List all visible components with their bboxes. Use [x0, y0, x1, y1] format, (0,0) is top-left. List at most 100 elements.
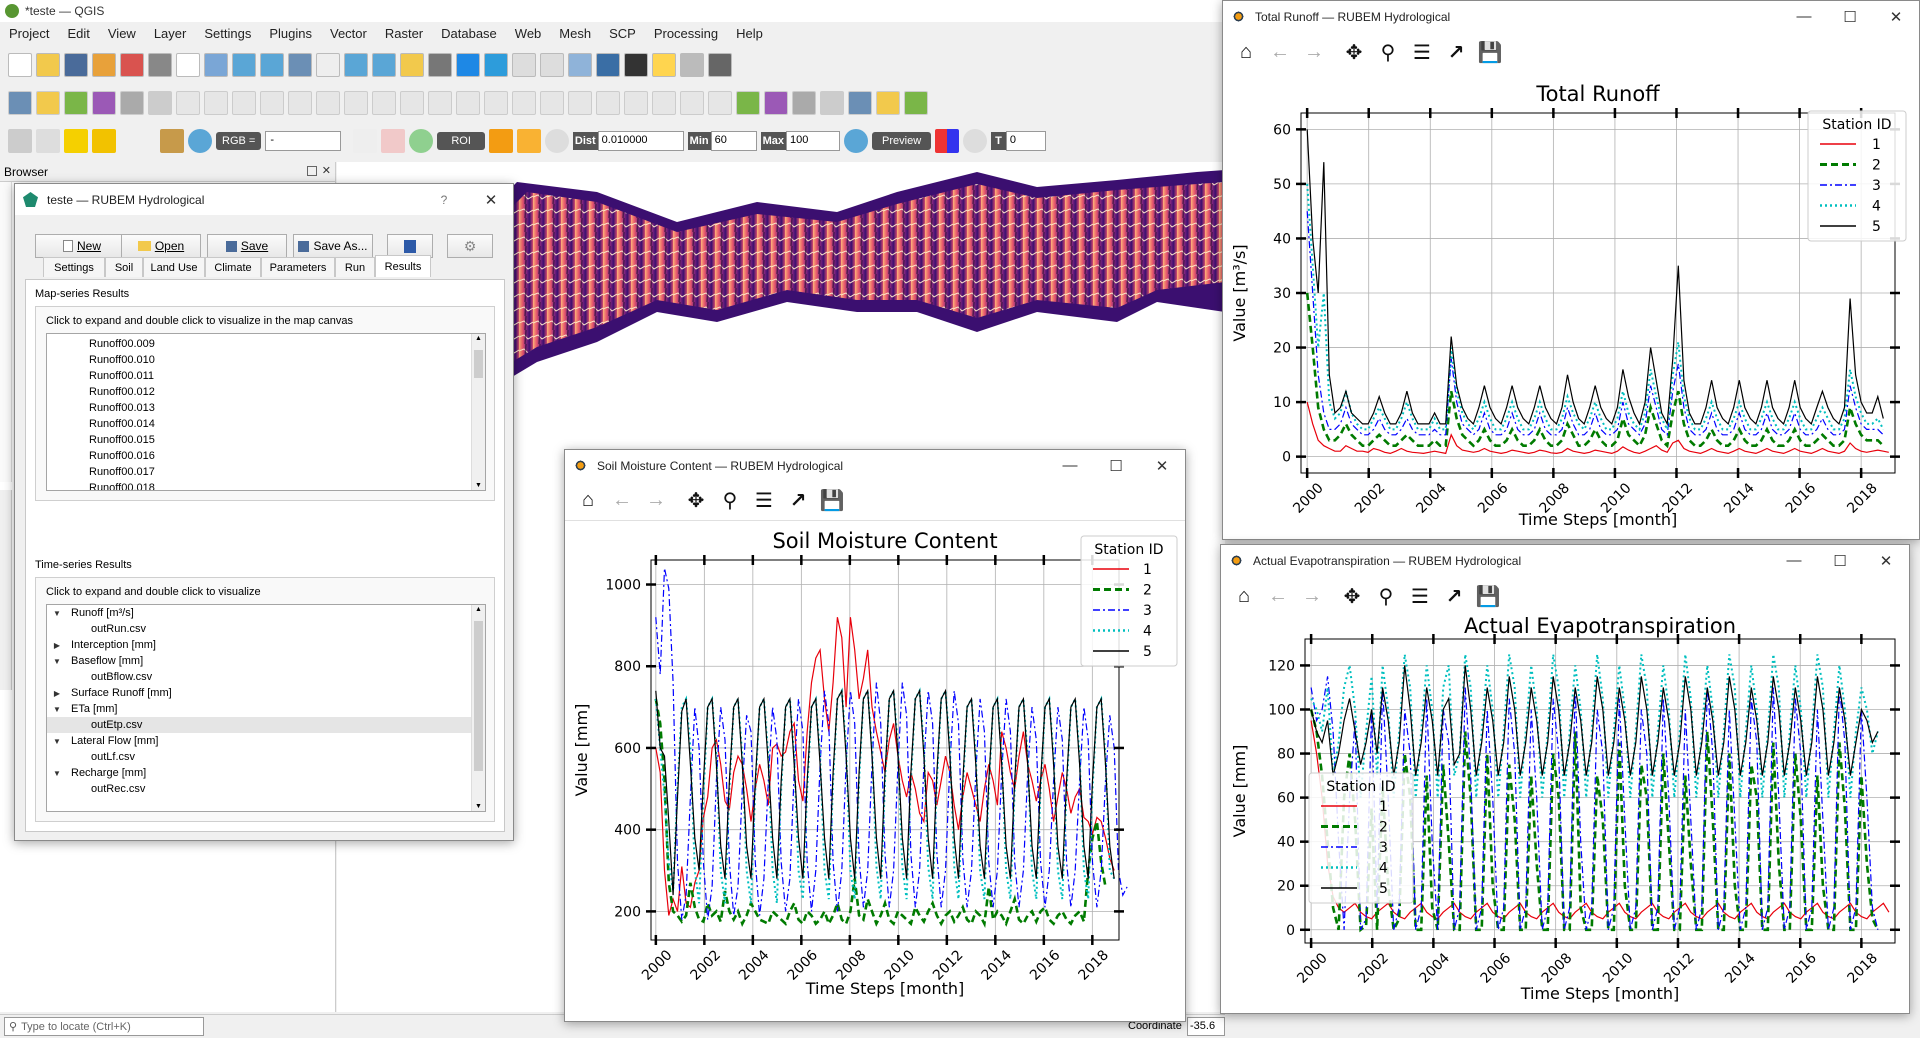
copy-icon[interactable] [344, 91, 368, 115]
show-bookmarks-icon[interactable] [428, 53, 452, 77]
annotation-icon[interactable] [652, 53, 676, 77]
new-bookmark-icon[interactable] [400, 53, 424, 77]
map-series-item[interactable]: Runoff00.017 [89, 466, 155, 478]
python-icon[interactable] [764, 91, 788, 115]
scroll-up-icon[interactable]: ▲ [475, 606, 482, 613]
scp-preview-zoom-icon[interactable] [844, 129, 869, 153]
pan-move-icon[interactable]: ✥ [687, 490, 705, 512]
save-figure-icon[interactable]: 💾 [1477, 41, 1503, 64]
browser-float-icon[interactable] [307, 166, 317, 176]
rubem-close-button[interactable]: ✕ [484, 191, 498, 209]
save-as-button[interactable]: Save As... [293, 234, 373, 258]
pan-icon[interactable] [176, 53, 200, 77]
pan-move-icon[interactable]: ✥ [1345, 41, 1363, 64]
menu-database[interactable]: Database [441, 25, 497, 41]
tab-climate[interactable]: Climate [205, 257, 261, 277]
map-series-item[interactable]: Runoff00.010 [89, 354, 155, 366]
map-series-item[interactable]: Runoff00.009 [89, 338, 155, 350]
print-layout-icon[interactable] [120, 53, 144, 77]
label-edit-icon[interactable] [708, 91, 732, 115]
label-show-icon[interactable] [680, 91, 704, 115]
eta-minimize-button[interactable]: — [1786, 552, 1802, 569]
time-series-file[interactable]: outBflow.csv [47, 669, 471, 685]
save-figure-icon[interactable]: 💾 [819, 490, 845, 512]
expand-down-icon[interactable]: ▼ [53, 609, 61, 618]
tab-settings[interactable]: Settings [43, 257, 105, 277]
new-project-icon[interactable] [8, 53, 32, 77]
time-series-category[interactable]: ▶ Surface Runoff [mm] [47, 685, 471, 701]
save-button[interactable]: Save [207, 234, 287, 258]
menu-mesh[interactable]: Mesh [559, 25, 592, 41]
map-series-item[interactable]: Runoff00.016 [89, 450, 155, 462]
menu-view[interactable]: View [107, 25, 136, 41]
edit-axis-icon[interactable]: ↗ [1447, 41, 1465, 64]
time-series-scrollbar[interactable]: ▲ ▼ [471, 605, 485, 811]
collapsed-right-icon[interactable]: ▶ [53, 641, 61, 650]
new-geopackage-icon[interactable] [36, 91, 60, 115]
soil-maximize-button[interactable]: ☐ [1109, 457, 1123, 475]
home-icon[interactable]: ⌂ [1239, 40, 1253, 63]
runoff-plot-canvas[interactable]: 2000 2002 2004 2006 2008 2010 2012 2014 2016 2018… [1223, 73, 1919, 539]
refresh-icon[interactable] [484, 53, 508, 77]
scp-zoom-roi-icon[interactable] [409, 129, 434, 153]
zoom-native-icon[interactable] [372, 53, 396, 77]
rubem-help-button[interactable]: ? [440, 192, 448, 207]
tab-results[interactable]: Results [375, 255, 431, 277]
map-series-item[interactable]: Runoff00.015 [89, 434, 155, 446]
home-icon[interactable]: ⌂ [1237, 584, 1251, 607]
tab-parameters[interactable]: Parameters [261, 257, 335, 277]
globe-icon[interactable] [736, 91, 760, 115]
time-series-category[interactable]: ▼ Baseflow [mm] [47, 653, 471, 669]
zoom-in-icon[interactable] [232, 53, 256, 77]
label-rotate-icon[interactable] [596, 91, 620, 115]
label-change-icon[interactable] [624, 91, 648, 115]
menu-processing[interactable]: Processing [653, 25, 719, 41]
scp-layer-icon[interactable] [36, 129, 60, 153]
coordinate-input[interactable]: -35.6 [1187, 1017, 1225, 1036]
select-icon[interactable] [680, 53, 704, 77]
paste-icon[interactable] [372, 91, 396, 115]
zoom-layer-icon[interactable] [344, 53, 368, 77]
help-book-button[interactable] [387, 234, 433, 258]
save-as-icon[interactable] [92, 53, 116, 77]
scp-zoom-icon[interactable] [188, 129, 212, 153]
cut-icon[interactable] [316, 91, 340, 115]
locate-bar[interactable]: ⚲ Type to locate (Ctrl+K) [4, 1017, 204, 1036]
map-series-item[interactable]: Runoff00.018 [89, 482, 155, 491]
time-series-category[interactable]: ▼ Runoff [m³/s] [47, 605, 471, 621]
expand-down-icon[interactable]: ▼ [53, 769, 61, 778]
time-series-category[interactable]: ▼ Lateral Flow [mm] [47, 733, 471, 749]
scp-curve-icon[interactable] [381, 129, 406, 153]
configure-subplots-icon[interactable]: ☰ [1411, 585, 1429, 608]
pan-to-selection-icon[interactable] [204, 53, 228, 77]
menu-scp[interactable]: SCP [609, 25, 636, 41]
undo-icon[interactable] [400, 91, 424, 115]
scp-percent-icon[interactable] [353, 129, 378, 153]
map-series-item[interactable]: Runoff00.014 [89, 418, 155, 430]
redo-icon[interactable] [428, 91, 452, 115]
time-series-category[interactable]: ▼ ETa [mm] [47, 701, 471, 717]
eta-maximize-button[interactable]: ☐ [1833, 552, 1847, 570]
open-project-icon[interactable] [36, 53, 60, 77]
settings-gear-button[interactable]: ⚙ [447, 234, 493, 258]
open-button[interactable]: Open [121, 234, 201, 258]
zoom-selection-icon[interactable] [316, 53, 340, 77]
save-project-icon[interactable] [64, 53, 88, 77]
scp-redo-icon[interactable] [963, 129, 988, 153]
menu-plugins[interactable]: Plugins [269, 25, 312, 41]
back-arrow-icon[interactable]: ← [1268, 584, 1288, 607]
label-pin-icon[interactable] [484, 91, 508, 115]
collapsed-right-icon[interactable]: ▶ [53, 689, 61, 698]
expand-down-icon[interactable]: ▼ [53, 657, 61, 666]
scp-input-icon[interactable] [8, 129, 32, 153]
raster-calc-icon[interactable] [848, 91, 872, 115]
zoom-magnifier-icon[interactable]: ⚲ [1378, 585, 1394, 608]
configure-subplots-icon[interactable]: ☰ [755, 490, 773, 512]
edit-axis-icon[interactable]: ↗ [789, 490, 807, 512]
scp-roi-icon[interactable] [64, 129, 88, 153]
statistics-icon[interactable] [596, 53, 620, 77]
map-series-list[interactable]: Runoff00.009 Runoff00.010 Runoff00.011 Runo… [46, 333, 486, 491]
plugin-icon[interactable] [876, 91, 900, 115]
scp-pointer-icon[interactable] [92, 129, 116, 153]
expand-down-icon[interactable]: ▼ [53, 737, 61, 746]
